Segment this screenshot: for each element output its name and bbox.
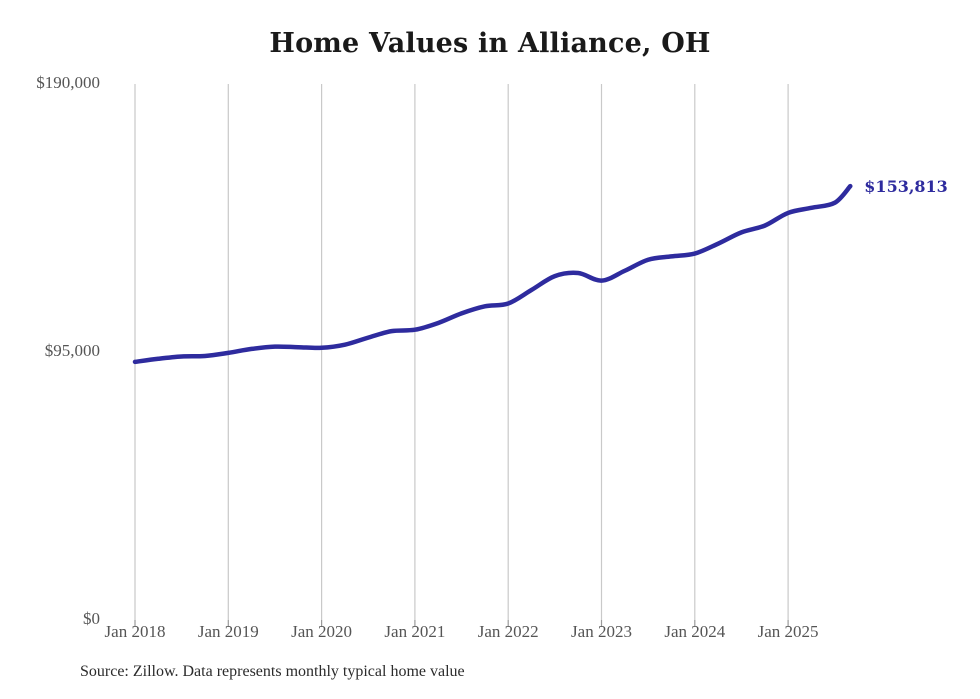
chart-title: Home Values in Alliance, OH	[269, 28, 711, 59]
ytick-label: $95,000	[44, 341, 100, 360]
xtick-label: Jan 2023	[571, 622, 632, 641]
ytick-label: $190,000	[36, 73, 100, 92]
source-note: Source: Zillow. Data represents monthly …	[80, 663, 465, 680]
xtick-label: Jan 2018	[104, 622, 166, 641]
series-line-typical-home-value	[132, 183, 853, 365]
xtick-label: Jan 2021	[384, 622, 446, 641]
xtick-label: Jan 2024	[664, 622, 726, 641]
xtick-marks-group	[134, 620, 789, 627]
xtick-label: Jan 2020	[291, 622, 353, 641]
xtick-label: Jan 2022	[477, 622, 539, 641]
ytick-label: $0	[83, 609, 100, 628]
endpoint-value-label: $153,813	[864, 177, 948, 197]
xtick-label: Jan 2019	[197, 622, 259, 641]
xtick-label: Jan 2025	[757, 622, 819, 641]
